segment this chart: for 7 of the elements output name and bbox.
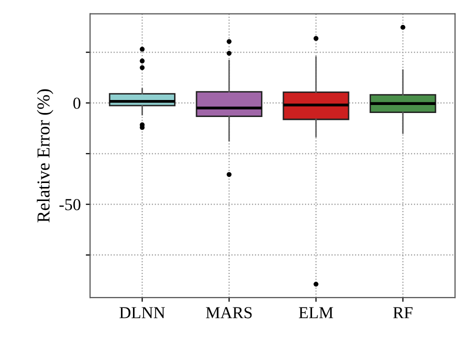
x-tick-label: MARS <box>206 307 252 318</box>
x-tick-label: DLNN <box>120 307 165 318</box>
x-tick-label: ELM <box>298 307 334 318</box>
y-axis-title: Relative Error (%) <box>36 89 54 222</box>
y-tick-label: 0 <box>73 98 80 109</box>
y-tick-label: -50 <box>59 199 80 210</box>
x-tick-label: RF <box>393 307 412 318</box>
